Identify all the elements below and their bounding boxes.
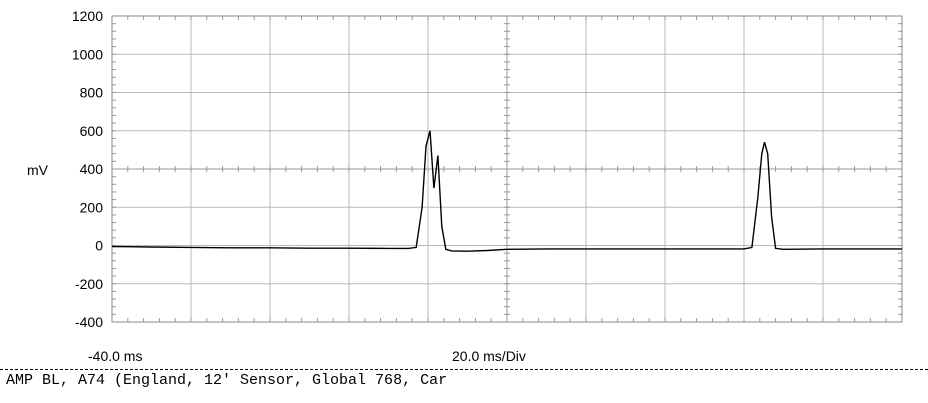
recording-caption: AMP BL, A74 (England, 12' Sensor, Global…: [6, 372, 448, 389]
y-tick-label: 1000: [72, 46, 103, 62]
caption-divider: [0, 369, 928, 370]
y-tick-label: 1200: [72, 8, 103, 24]
y-tick-label: 0: [95, 238, 103, 254]
y-tick-label: 400: [80, 161, 104, 177]
y-tick-label: -400: [75, 314, 103, 330]
x-scale-label: 20.0 ms/Div: [452, 348, 526, 364]
y-axis-tick-labels: 1200 1000 800 600 400 200 0 -200 -400: [72, 8, 103, 330]
plot-frame: [111, 15, 903, 323]
signal-trace: [111, 130, 902, 252]
x-start-label: -40.0 ms: [88, 348, 142, 364]
y-tick-label: 600: [80, 123, 104, 139]
chart-minor-ticks: [112, 16, 902, 322]
y-axis-label: mV: [27, 162, 49, 178]
y-tick-label: -200: [75, 276, 103, 292]
y-tick-label: 800: [80, 85, 104, 101]
oscilloscope-chart: 1200 1000 800 600 400 200 0 -200 -400 mV -40.0 m…: [27, 8, 903, 364]
y-tick-label: 200: [80, 199, 104, 215]
